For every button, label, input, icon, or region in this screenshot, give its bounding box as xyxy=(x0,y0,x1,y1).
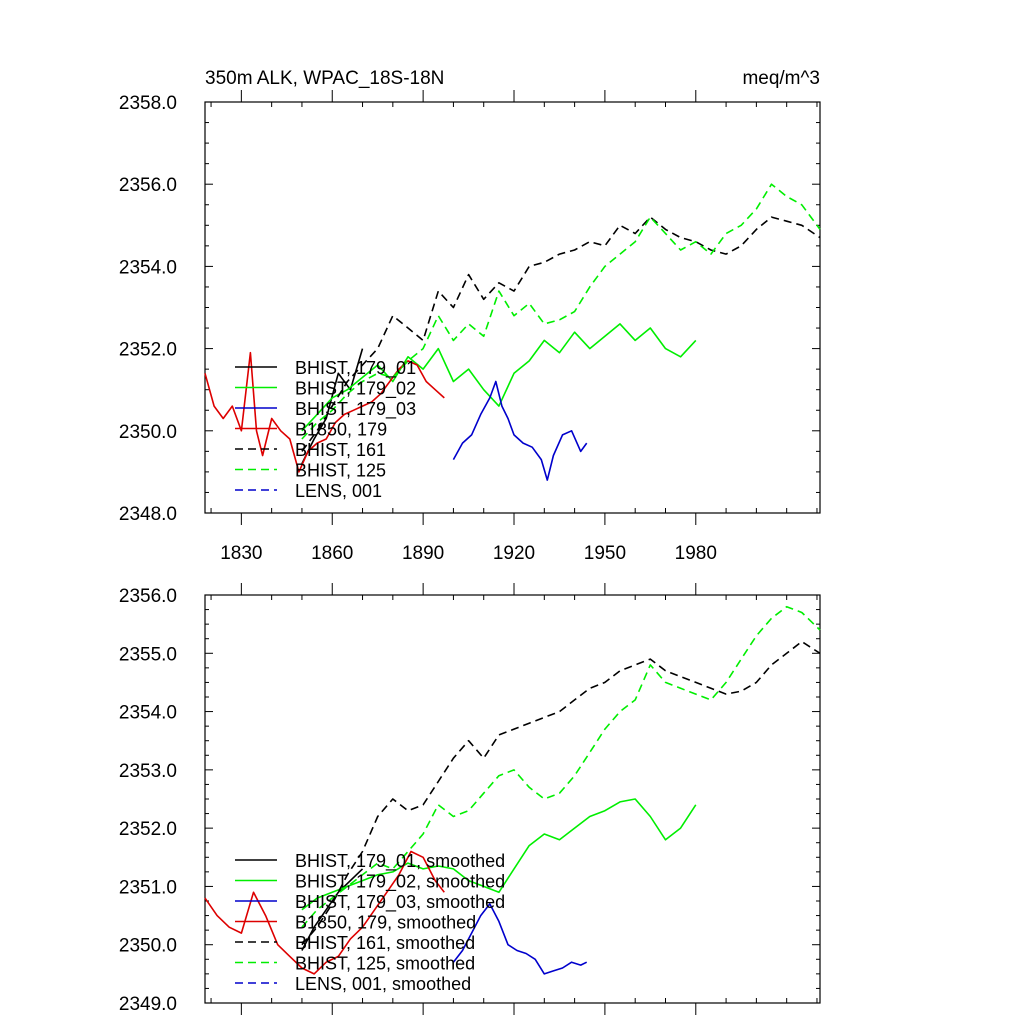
y-tick-label: 2358.0 xyxy=(119,93,177,114)
legend-label: BHIST, 179_01 xyxy=(295,358,416,379)
series-line-2 xyxy=(301,798,697,911)
legend-label: B1850, 179 xyxy=(295,420,387,440)
y-tick-label: 2348.0 xyxy=(119,504,177,525)
legend-label: BHIST, 179_01, smoothed xyxy=(295,851,505,872)
legend-label: B1850, 179, smoothed xyxy=(295,913,476,933)
series-line-1 xyxy=(301,348,364,465)
legend-label: BHIST, 125 xyxy=(295,461,386,481)
top-left-title: 350m ALK, WPAC_18S-18N xyxy=(205,68,444,89)
x-tick-label: 1950 xyxy=(584,543,626,564)
series-line-2 xyxy=(301,323,697,432)
y-tick-label: 2351.0 xyxy=(119,877,177,898)
y-tick-label: 2356.0 xyxy=(119,586,177,607)
legend-label: BHIST, 161 xyxy=(295,440,386,460)
top-panel: 2348.0 2350.0 2352.0 2354.0 2356.0 2358.0 1830… xyxy=(119,90,821,564)
y-tick-label: 2354.0 xyxy=(119,703,177,724)
series-line-3 xyxy=(452,380,588,481)
x-tick-label: 1920 xyxy=(493,543,535,564)
x-tick-label: 1980 xyxy=(675,543,717,564)
series-line-3 xyxy=(452,903,588,975)
legend-label: BHIST, 179_03, smoothed xyxy=(295,892,505,913)
x-tick-label: 1830 xyxy=(220,543,262,564)
bottom-panel: 2349.0 2350.0 2351.0 2352.0 2353.0 2354.0 2355… xyxy=(119,583,821,1015)
y-tick-label: 2350.0 xyxy=(119,936,177,957)
legend-label: BHIST, 179_02 xyxy=(295,379,416,400)
series-line-4 xyxy=(204,850,445,975)
x-tick-label: 1860 xyxy=(311,543,353,564)
top-right-units: meq/m^3 xyxy=(742,68,820,89)
y-tick-label: 2349.0 xyxy=(119,994,177,1015)
x-tick-label: 1890 xyxy=(402,543,444,564)
legend-label: LENS, 001 xyxy=(295,481,382,501)
y-tick-label: 2353.0 xyxy=(119,761,177,782)
y-tick-label: 2355.0 xyxy=(119,644,177,665)
series-line-1 xyxy=(301,868,364,951)
series-line-6 xyxy=(301,183,821,440)
legend-label: LENS, 001, smoothed xyxy=(295,974,471,994)
legend-label: BHIST, 125, smoothed xyxy=(295,954,475,974)
y-tick-label: 2352.0 xyxy=(119,819,177,840)
series-line-5 xyxy=(301,640,821,946)
legend-label: BHIST, 179_03 xyxy=(295,399,416,420)
y-tick-label: 2356.0 xyxy=(119,175,177,196)
y-tick-label: 2350.0 xyxy=(119,422,177,443)
series-line-5 xyxy=(301,216,821,452)
y-tick-label: 2354.0 xyxy=(119,257,177,278)
series-line-6 xyxy=(301,605,821,928)
legend-label: BHIST, 161, smoothed xyxy=(295,933,475,953)
y-tick-label: 2352.0 xyxy=(119,340,177,361)
legend-label: BHIST, 179_02, smoothed xyxy=(295,872,505,893)
